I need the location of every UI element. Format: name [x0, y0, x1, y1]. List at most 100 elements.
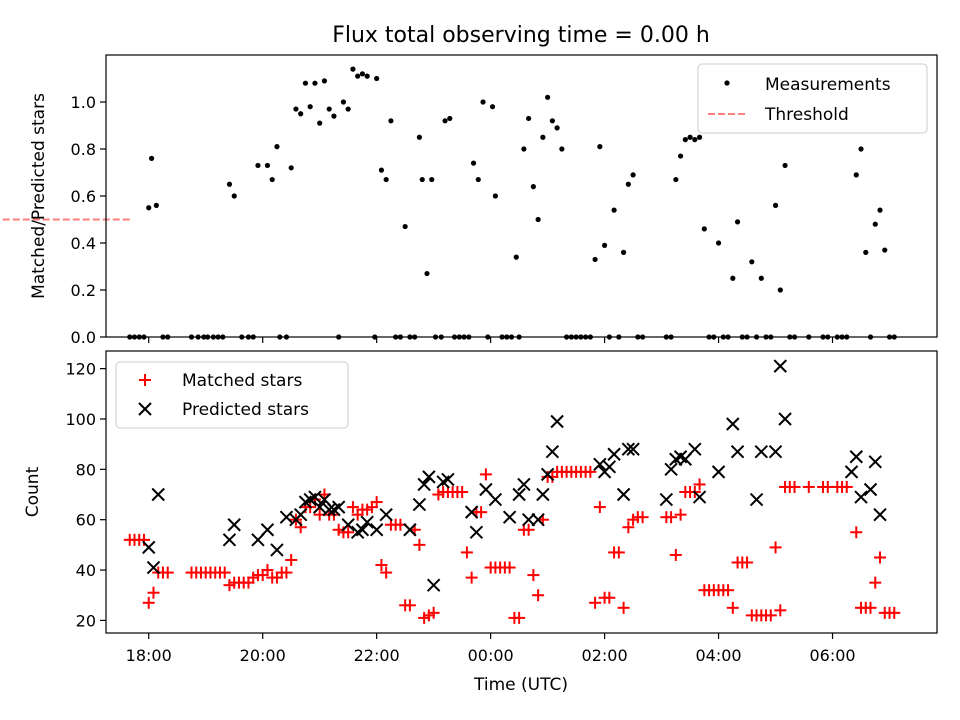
top-y-tick-label: 0.2	[71, 281, 96, 300]
predicted-star-point	[227, 518, 241, 532]
bottom-x-tick-label: 06:00	[809, 646, 855, 665]
measurement-point	[597, 144, 603, 150]
matched-star-point	[864, 601, 877, 614]
matched-star-point	[513, 611, 526, 624]
measurement-point	[148, 155, 155, 161]
measurement-point	[374, 75, 380, 82]
measurement-point	[264, 162, 271, 169]
matched-star-point	[142, 596, 155, 609]
measurement-point	[682, 137, 688, 143]
predicted-star-point	[626, 442, 640, 456]
predicted-star-point	[540, 467, 555, 482]
measurement-point	[383, 176, 389, 183]
predicted-star-point	[308, 490, 322, 504]
predicted-star-point	[426, 578, 441, 592]
top-y-tick-label: 1.0	[71, 93, 96, 112]
top-y-tick-label: 0.8	[71, 140, 96, 159]
measurement-point	[782, 162, 788, 169]
bottom-legend: Matched stars Predicted stars	[115, 361, 349, 429]
predicted-star-point	[341, 518, 355, 532]
predicted-star-point	[279, 510, 294, 524]
predicted-star-point	[417, 477, 431, 492]
predicted-star-point	[863, 482, 878, 497]
predicted-star-point	[849, 450, 863, 464]
predicted-star-point	[688, 442, 702, 456]
measurement-point	[696, 134, 703, 140]
matched-star-point	[261, 564, 274, 577]
legend-threshold-label: Threshold	[764, 105, 849, 125]
measurement-point	[321, 78, 328, 84]
matched-star-point	[475, 506, 488, 519]
measurement-point	[255, 162, 261, 169]
matched-star-point	[460, 546, 473, 559]
matched-star-point	[888, 606, 901, 619]
predicted-star-point	[146, 560, 161, 575]
predicted-star-point	[711, 465, 726, 479]
measurement-point	[331, 113, 337, 119]
bottom-plot-frame	[105, 350, 938, 634]
matched-star-point	[674, 508, 687, 521]
measurement-point	[146, 205, 152, 211]
bottom-y-tick-label: 40	[76, 561, 96, 580]
matched-star-point	[589, 596, 602, 609]
matched-star-point	[802, 480, 815, 493]
top-y-tick-label: 0.0	[71, 328, 96, 347]
measurement-point	[611, 207, 617, 213]
predicted-star-point	[545, 445, 560, 459]
predicted-star-point	[550, 414, 564, 429]
measurement-point	[364, 73, 370, 79]
matched-star-point	[764, 609, 777, 622]
measurement-point	[526, 115, 532, 122]
predicted-star-point	[607, 447, 621, 461]
measurement-point	[226, 181, 233, 187]
legend-predicted-marker	[138, 402, 152, 416]
matched-star-point	[375, 559, 388, 572]
measurement-point	[480, 99, 486, 105]
predicted-star-point	[379, 507, 393, 522]
matched-star-point	[774, 604, 787, 617]
measurement-point	[877, 207, 883, 213]
predicted-star-point	[868, 455, 882, 469]
bottom-y-tick-label: 100	[65, 410, 96, 429]
measurement-point	[231, 193, 237, 199]
predicted-star-point	[726, 417, 740, 431]
bottom-x-tick-label: 02:00	[582, 646, 628, 665]
measurement-point	[872, 221, 878, 227]
top-y-tick-label: 0.6	[71, 187, 96, 206]
matched-star-point	[370, 496, 383, 509]
matched-star-point	[456, 486, 469, 498]
measurement-point	[772, 202, 779, 208]
predicted-star-point	[142, 540, 156, 555]
measurement-point	[442, 118, 448, 124]
matched-star-point	[285, 553, 298, 566]
predicted-star-point	[768, 445, 783, 459]
measurement-point	[269, 176, 275, 183]
predicted-star-point	[355, 523, 370, 537]
predicted-star-point	[293, 507, 308, 522]
measurement-point	[345, 106, 351, 112]
matched-star-point	[584, 465, 597, 478]
matched-star-point	[479, 468, 492, 481]
predicted-star-point	[331, 500, 346, 514]
matched-star-point	[850, 526, 863, 539]
legend-predicted-label: Predicted stars	[182, 400, 309, 420]
measurement-point	[293, 106, 299, 112]
measurement-point	[521, 146, 527, 152]
matched-star-point	[465, 571, 478, 584]
predicted-star-point	[502, 510, 517, 524]
top-y-axis: 0.0 0.2 0.4 0.6 0.8 1.0	[71, 93, 106, 347]
predicted-star-point	[222, 533, 237, 547]
predicted-star-point	[151, 487, 165, 502]
measurement-point	[447, 115, 453, 122]
matched-star-point	[503, 561, 516, 574]
predicted-star-point	[621, 442, 636, 456]
predicted-star-point	[403, 523, 417, 537]
measurement-point	[416, 134, 423, 140]
measurement-point	[620, 249, 627, 255]
measurement-point	[687, 134, 693, 140]
measurement-point	[749, 259, 755, 265]
measurement-point	[153, 202, 159, 208]
bottom-y-tick-label: 60	[76, 511, 96, 530]
measurement-point	[540, 134, 546, 140]
